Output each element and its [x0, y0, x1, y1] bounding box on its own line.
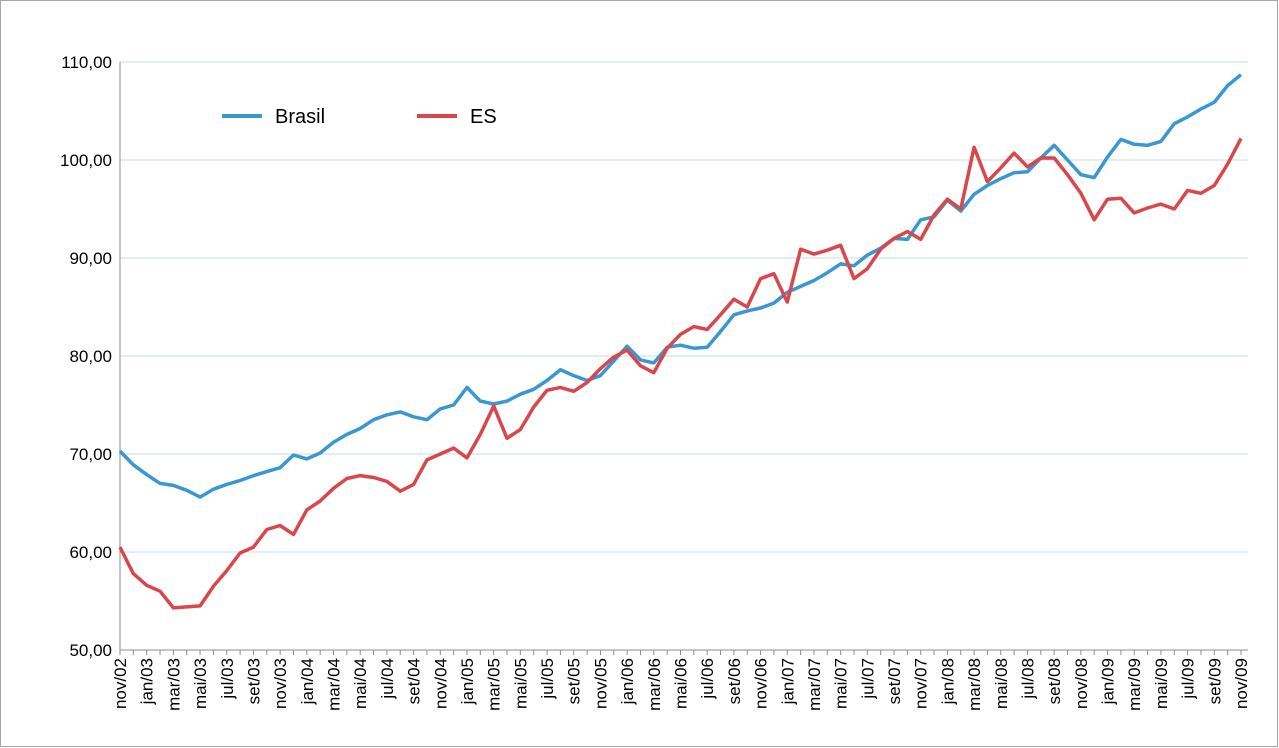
x-tick-label: nov/07 [912, 658, 931, 709]
x-tick-label: nov/02 [111, 658, 130, 709]
x-tick-label: set/05 [565, 658, 584, 704]
x-tick-label: jan/08 [938, 658, 957, 705]
x-tick-label: nov/08 [1072, 658, 1091, 709]
x-tick-label: set/08 [1045, 658, 1064, 704]
legend-label: ES [470, 106, 497, 128]
x-tick-label: mar/05 [485, 658, 504, 711]
x-tick-label: jul/03 [218, 658, 237, 700]
series-line [118, 137, 1243, 610]
x-tick-label: mai/04 [351, 658, 370, 709]
x-tick-label: mar/04 [325, 658, 344, 711]
x-tick-label: jul/09 [1179, 658, 1198, 700]
series-line [118, 73, 1243, 499]
x-tick-label: set/03 [244, 658, 263, 704]
x-tick-label: mai/03 [191, 658, 210, 709]
x-tick-label: set/06 [725, 658, 744, 704]
x-tick-label: nov/03 [271, 658, 290, 709]
x-tick-label: nov/09 [1232, 658, 1251, 709]
y-tick-label: 60,00 [69, 543, 112, 562]
x-tick-label: jan/05 [458, 658, 477, 705]
x-tick-label: nov/05 [591, 658, 610, 709]
y-tick-label: 90,00 [69, 249, 112, 268]
x-tick-label: mar/07 [805, 658, 824, 711]
x-tick-label: mai/05 [511, 658, 530, 709]
x-tick-label: mai/06 [672, 658, 691, 709]
x-tick-label: set/04 [405, 658, 424, 704]
y-tick-label: 110,00 [61, 53, 112, 72]
x-tick-label: jul/06 [698, 658, 717, 700]
x-tick-label: jul/07 [858, 658, 877, 700]
y-tick-label: 50,00 [69, 641, 112, 660]
x-tick-label: jul/08 [1018, 658, 1037, 700]
x-tick-label: mar/06 [645, 658, 664, 711]
x-tick-label: mar/09 [1125, 658, 1144, 711]
x-tick-label: mai/08 [992, 658, 1011, 709]
x-tick-label: jan/09 [1099, 658, 1118, 705]
x-tick-label: jul/05 [538, 658, 557, 700]
x-tick-label: jan/06 [618, 658, 637, 705]
legend-label: Brasil [275, 106, 325, 128]
x-tick-label: mai/07 [832, 658, 851, 709]
x-tick-label: set/07 [885, 658, 904, 704]
x-tick-label: jan/03 [138, 658, 157, 705]
x-tick-label: jul/04 [378, 658, 397, 700]
x-tick-label: mar/08 [965, 658, 984, 711]
y-tick-label: 70,00 [69, 445, 112, 464]
x-tick-label: jan/04 [298, 658, 317, 705]
y-tick-label: 100,00 [60, 151, 112, 170]
x-tick-label: nov/04 [431, 658, 450, 709]
x-tick-label: nov/06 [752, 658, 771, 709]
x-tick-label: jan/07 [778, 658, 797, 705]
x-tick-label: mar/03 [164, 658, 183, 711]
x-tick-label: mai/09 [1152, 658, 1171, 709]
y-tick-label: 80,00 [69, 347, 112, 366]
x-tick-label: set/09 [1205, 658, 1224, 704]
